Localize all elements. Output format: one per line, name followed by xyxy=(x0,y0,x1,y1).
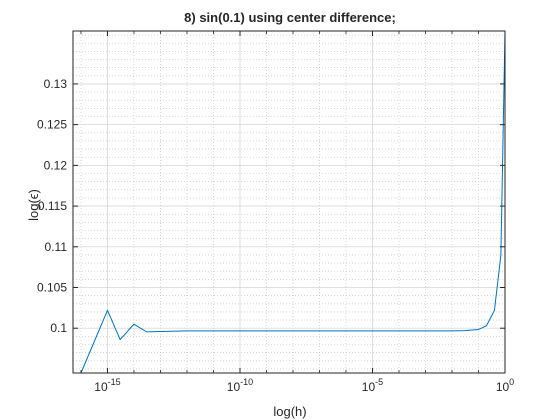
ticks xyxy=(73,31,506,373)
plot-lines xyxy=(73,30,506,374)
x-tick-label: 100 xyxy=(496,377,514,394)
y-axis-label: log(ϵ) xyxy=(26,189,41,221)
plot-area xyxy=(73,31,505,373)
y-tick-label: 0.125 xyxy=(37,118,67,132)
x-axis-label: log(h) xyxy=(273,404,306,419)
y-tick-label: 0.13 xyxy=(44,77,68,91)
x-tick-label: 10-10 xyxy=(227,377,253,394)
y-tick-label: 0.1 xyxy=(50,321,67,335)
y-tick-label: 0.11 xyxy=(45,240,68,254)
x-tick-label: 10-15 xyxy=(94,377,120,394)
axes-box xyxy=(72,30,506,374)
y-tick-label: 0.115 xyxy=(38,199,67,213)
chart-title: 8) sin(0.1) using center difference; xyxy=(184,10,396,25)
grid xyxy=(73,31,506,373)
x-tick-label: 10-5 xyxy=(362,377,383,394)
y-tick-label: 0.105 xyxy=(37,281,67,295)
y-tick-label: 0.12 xyxy=(44,158,68,172)
tick-labels: 10-15 10-10 10-5 100 0.1 0.105 0.11 0.115 0.12 0.… xyxy=(37,77,514,394)
series-line xyxy=(73,30,506,374)
